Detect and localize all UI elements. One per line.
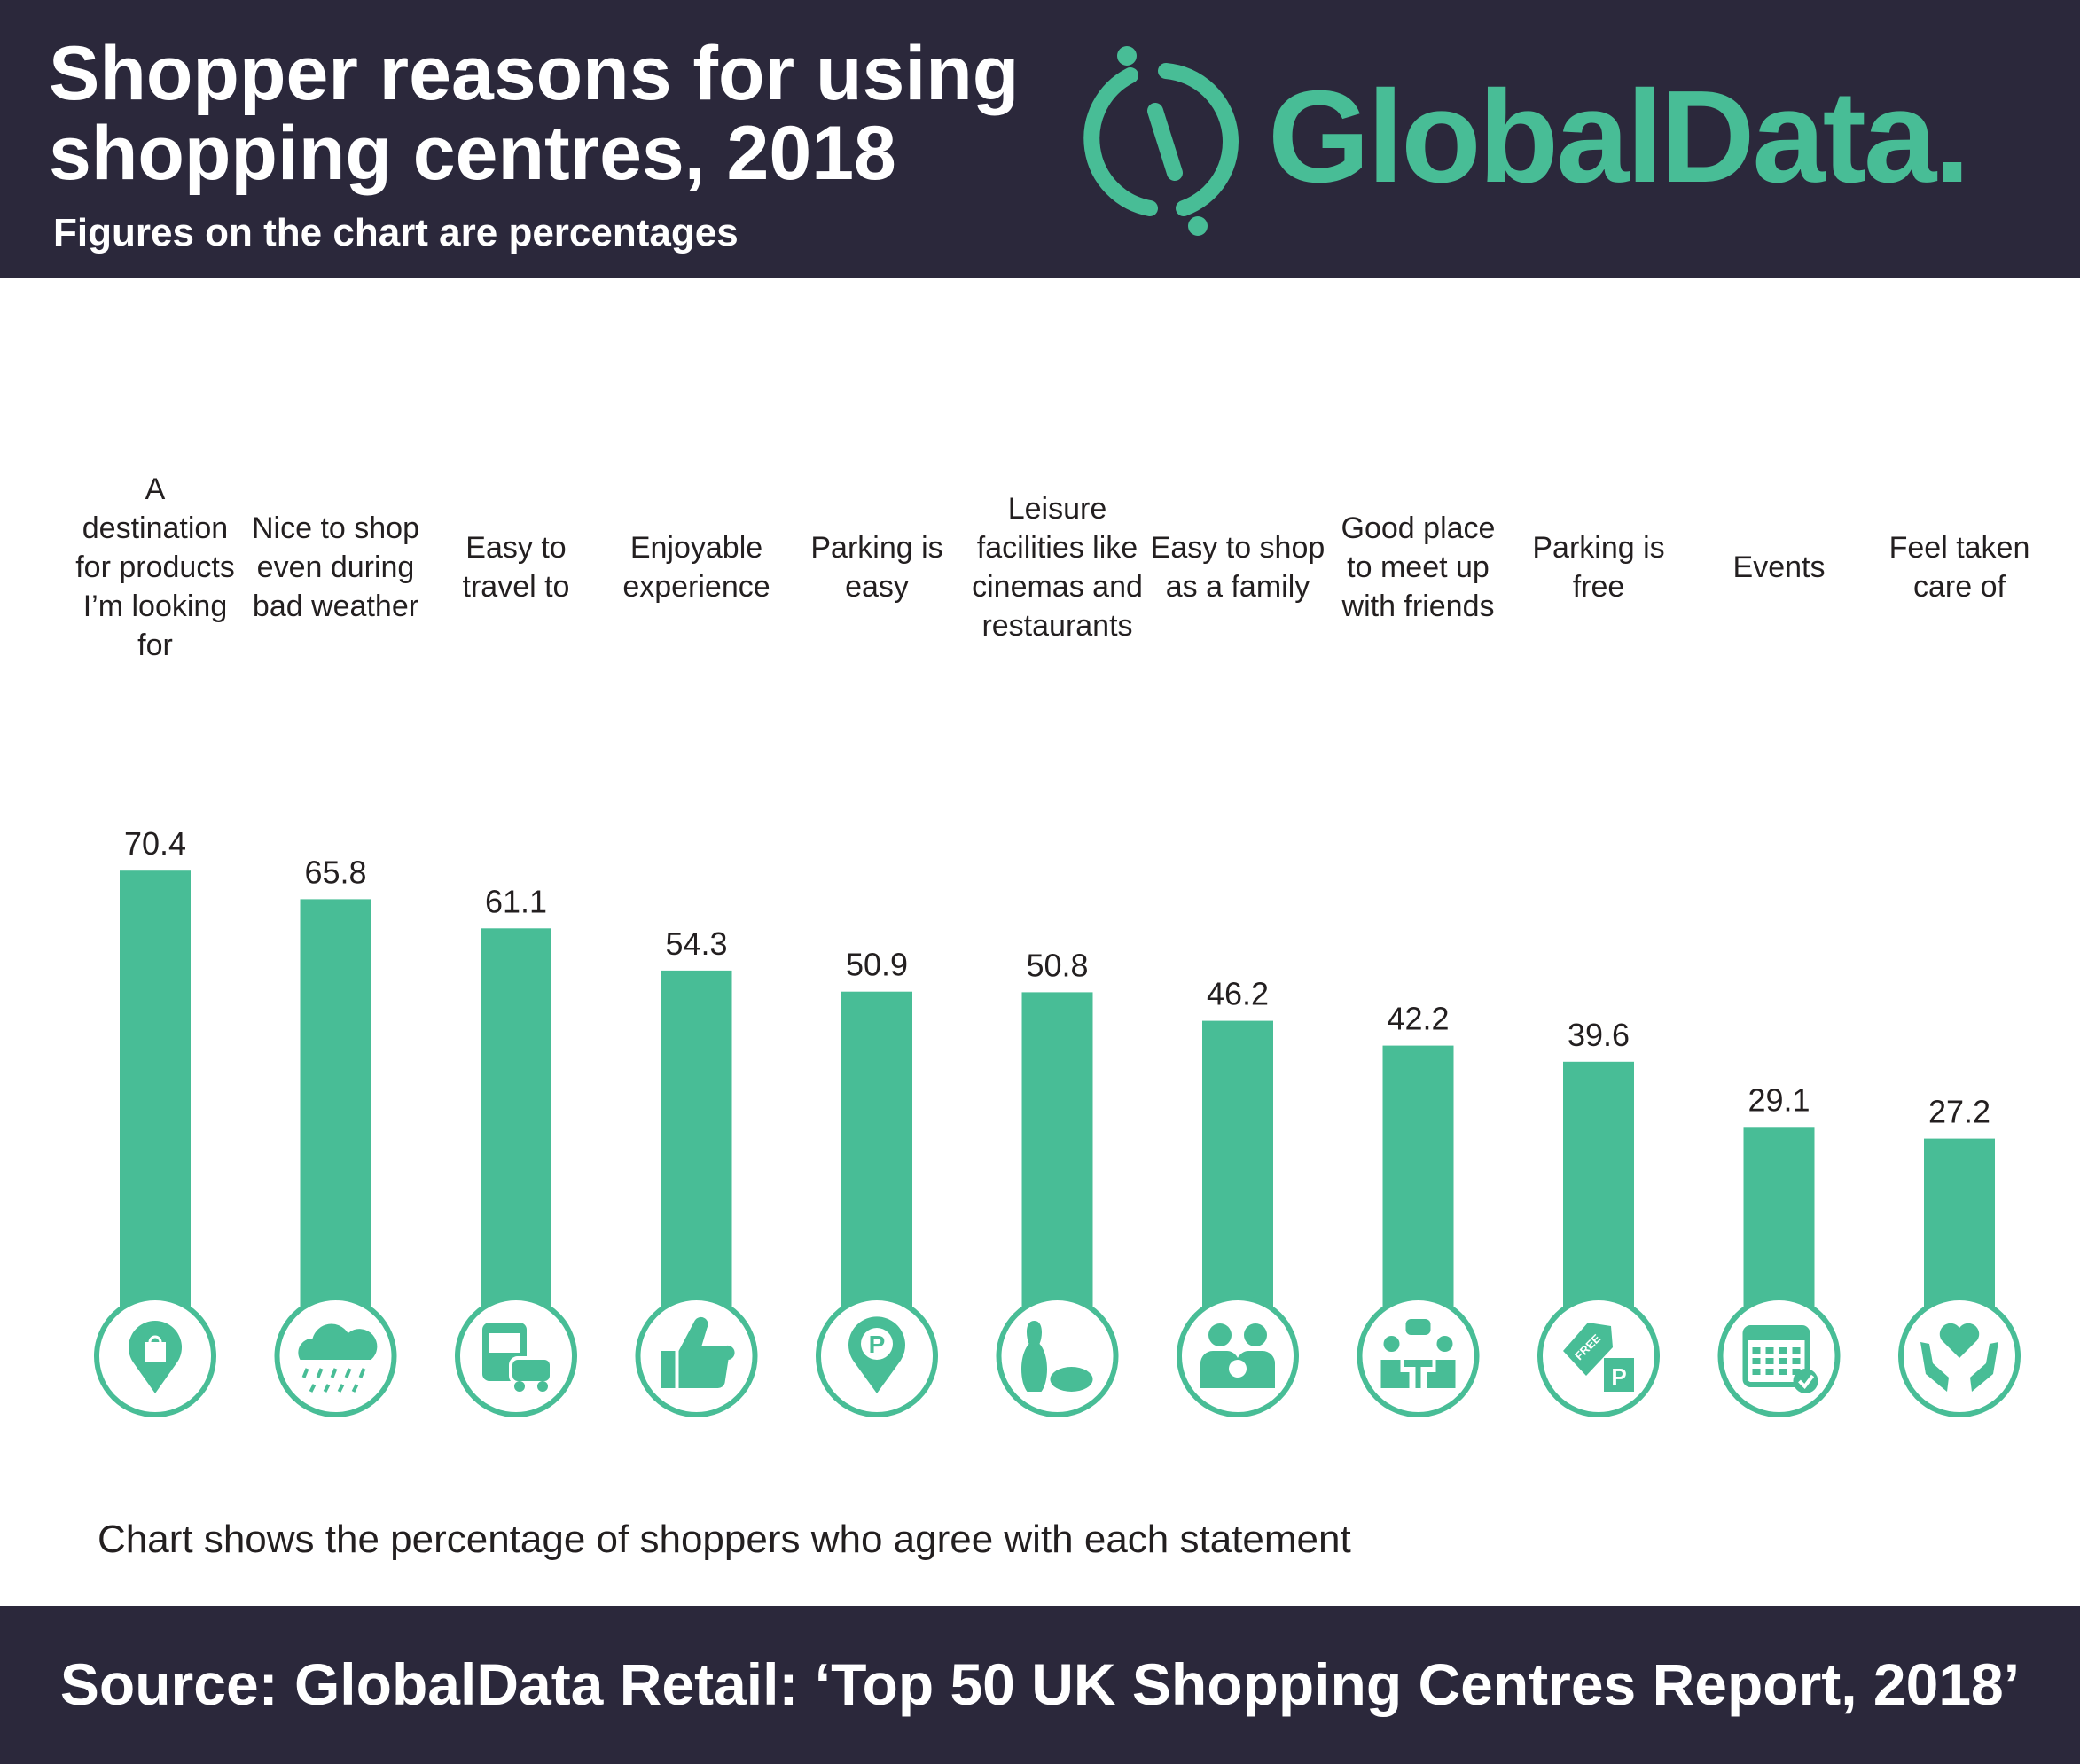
bar — [481, 928, 551, 1307]
category-label: Good place to meet up with friends — [1341, 511, 1496, 623]
bar — [841, 991, 912, 1307]
bar — [1202, 1020, 1273, 1307]
category-label: Easy to shop as a family — [1150, 531, 1325, 604]
meeting-friends-icon — [1380, 1319, 1456, 1388]
header-banner: Shopper reasons for using shopping centr… — [0, 0, 2080, 278]
value-label: 27.2 — [1928, 1094, 1990, 1130]
category-label: Events — [1732, 550, 1826, 584]
heart-hands-icon — [1920, 1323, 1998, 1392]
source-text: Source: GlobalData Retail: ‘Top 50 UK Sh… — [59, 1651, 2021, 1717]
shopping-bag-location-icon — [129, 1321, 182, 1393]
category-label: Leisure facilities like cinemas and rest… — [972, 492, 1143, 643]
category-label: Nice to shop even during bad weather — [252, 511, 419, 623]
value-label: 61.1 — [485, 883, 547, 919]
category-label: Parking is free — [1532, 531, 1665, 604]
footer-banner: Source: GlobalData Retail: ‘Top 50 UK Sh… — [0, 1606, 2080, 1764]
globaldata-mark-icon — [1083, 46, 1239, 236]
bar — [1924, 1138, 1995, 1307]
calendar-check-icon — [1742, 1325, 1818, 1393]
chart-note: Chart shows the percentage of shoppers w… — [98, 1518, 1351, 1561]
category-label: Feel taken care of — [1888, 531, 2030, 604]
icon-circle — [1717, 1295, 1841, 1417]
category-label: Easy to travel to — [462, 531, 570, 604]
bar — [1021, 992, 1093, 1307]
chart-subtitle: Figures on the chart are percentages — [53, 211, 739, 254]
bar-chart: 70.4 65.8 61.1 54.3 50.9 P 50.8 46.2 42.2 39.6 FRE… — [94, 825, 2021, 1417]
rain-cloud-icon — [298, 1323, 378, 1393]
bar — [661, 970, 732, 1307]
family-icon — [1200, 1323, 1275, 1388]
category-label: A destination for products I’m looking f… — [75, 472, 235, 662]
value-label: 29.1 — [1748, 1081, 1810, 1118]
category-labels: A destination for products I’m looking f… — [0, 461, 2080, 674]
bus-car-icon — [482, 1323, 553, 1392]
value-label: 42.2 — [1387, 1001, 1449, 1037]
value-label: 54.3 — [665, 925, 727, 962]
value-label: 50.9 — [846, 947, 908, 983]
bar — [1563, 1061, 1634, 1307]
parking-location-icon: P — [848, 1316, 905, 1393]
icon-circle — [1177, 1295, 1299, 1417]
value-label: 65.8 — [304, 854, 366, 890]
category-label: Enjoyable experience — [622, 531, 770, 604]
value-label: 70.4 — [124, 825, 186, 862]
bar — [1382, 1045, 1454, 1307]
value-label: 39.6 — [1568, 1017, 1630, 1053]
bar — [300, 899, 371, 1307]
category-label: Parking is easy — [810, 531, 943, 604]
icon-circle — [1357, 1295, 1480, 1417]
bar — [1743, 1127, 1815, 1307]
bowling-icon — [1021, 1321, 1093, 1392]
icon-circle — [996, 1295, 1119, 1417]
svg-text:P: P — [869, 1331, 886, 1358]
svg-text:P: P — [1611, 1363, 1626, 1390]
logo-text: GlobalData. — [1268, 64, 1970, 210]
value-label: 46.2 — [1207, 976, 1269, 1012]
value-label: 50.8 — [1026, 947, 1088, 983]
chart-title: Shopper reasons for using shopping centr… — [49, 31, 1020, 196]
bar — [120, 870, 191, 1307]
globaldata-logo: GlobalData. — [1077, 40, 2035, 244]
thumbs-up-icon — [661, 1316, 735, 1389]
